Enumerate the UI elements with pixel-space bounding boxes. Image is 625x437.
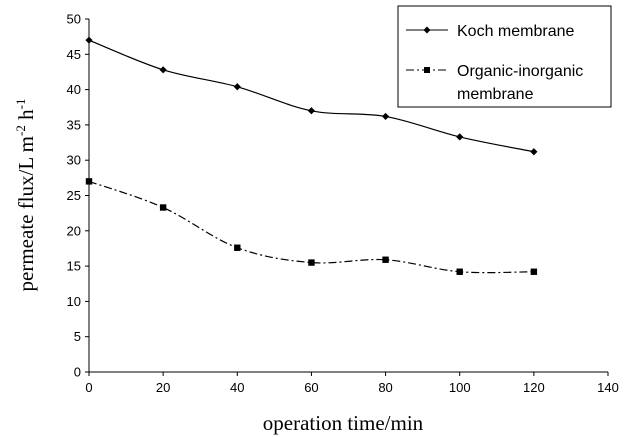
y-axis-title-main: permeate flux/L m bbox=[14, 136, 38, 292]
x-tick-label: 140 bbox=[597, 380, 619, 395]
x-tick-label: 100 bbox=[449, 380, 471, 395]
legend-box bbox=[397, 5, 612, 108]
data-point-square bbox=[456, 268, 463, 275]
legend-marker-organic bbox=[424, 67, 430, 73]
data-point-diamond bbox=[456, 133, 464, 141]
y-tick-label: 35 bbox=[67, 117, 81, 132]
y-tick-label: 45 bbox=[67, 47, 81, 62]
data-point-square bbox=[159, 204, 167, 211]
y-tick-label: 25 bbox=[67, 188, 81, 203]
y-tick-label: 5 bbox=[74, 329, 81, 344]
y-tick-label: 15 bbox=[67, 259, 81, 274]
x-axis-title: operation time/min bbox=[263, 411, 424, 435]
data-point-square bbox=[530, 268, 538, 275]
y-tick-label: 10 bbox=[67, 294, 81, 309]
y-tick-label: 20 bbox=[67, 223, 81, 238]
data-point-diamond bbox=[233, 83, 241, 91]
y-axis-title-exp2: -1 bbox=[13, 99, 28, 110]
y-tick-label: 30 bbox=[67, 153, 81, 168]
data-point-diamond bbox=[381, 112, 390, 121]
legend-label-organic-line2: membrane bbox=[457, 86, 534, 103]
x-tick-label: 80 bbox=[378, 380, 392, 395]
y-tick-label: 40 bbox=[67, 82, 81, 97]
y-tick-label: 50 bbox=[67, 12, 81, 27]
x-tick-label: 120 bbox=[523, 380, 545, 395]
legend-label-organic: Organic-inorganic bbox=[457, 63, 583, 80]
legend-marker-koch bbox=[423, 26, 431, 34]
x-tick-label: 60 bbox=[304, 380, 318, 395]
x-axis-ticks: 0 20 40 60 80 100 120 140 bbox=[85, 372, 619, 395]
x-tick-label: 40 bbox=[230, 380, 244, 395]
y-axis-title-exp1: -2 bbox=[13, 125, 28, 136]
data-point-diamond bbox=[159, 66, 167, 74]
legend-label-koch: Koch membrane bbox=[457, 23, 574, 40]
data-point-square bbox=[234, 244, 241, 251]
y-axis-ticks: 0 5 10 15 20 25 30 35 40 45 50 bbox=[67, 12, 89, 380]
data-point-diamond bbox=[530, 148, 538, 156]
y-tick-label: 0 bbox=[74, 365, 81, 380]
x-tick-label: 20 bbox=[156, 380, 170, 395]
x-tick-label: 0 bbox=[85, 380, 92, 395]
data-point-diamond bbox=[307, 107, 316, 115]
legend: Koch membrane Organic-inorganic membrane bbox=[397, 5, 612, 108]
data-point-square bbox=[382, 256, 389, 263]
data-point-square bbox=[308, 259, 315, 266]
y-axis-title-unit2: h bbox=[14, 109, 38, 125]
y-axis-title: permeate flux/L m-2 h-1 bbox=[13, 99, 38, 292]
series-line-2 bbox=[88, 180, 534, 274]
